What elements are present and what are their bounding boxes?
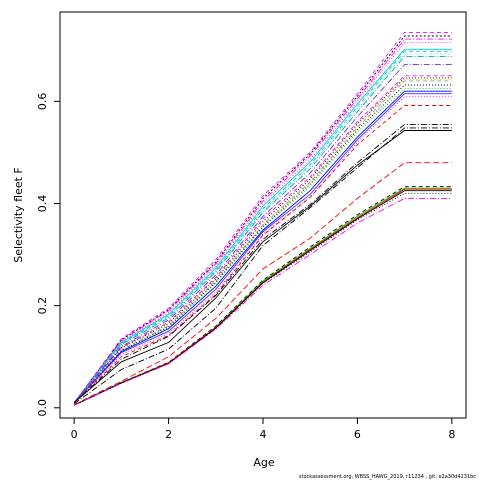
series-line-14 [73,84,452,404]
x-tick-label: 4 [260,428,267,441]
y-axis-label: Selectivity fleet F [12,167,25,262]
x-axis-label: Age [253,456,275,469]
series-line-3 [73,38,452,403]
series-line-18 [73,95,452,404]
x-axis: 0 2 4 6 8 [71,418,455,441]
series-line-8 [73,55,452,403]
footer-text: stockassessment.org, WBSS_HAWG_2019, r11… [299,474,476,480]
series-line-2 [73,35,452,403]
series-line-23 [73,162,452,406]
series-layer [73,31,452,406]
x-tick-label: 0 [71,428,78,441]
series-line-10 [73,75,452,403]
series-line-16 [73,90,452,404]
x-tick-label: 8 [448,428,455,441]
series-line-17 [73,93,452,404]
series-line-24 [74,186,452,406]
series-line-19 [73,105,452,404]
series-line-6 [73,50,452,403]
series-line-7 [73,53,452,403]
x-tick-label: 2 [165,428,172,441]
series-line-21 [73,130,452,404]
y-tick-label: 0.0 [36,399,49,417]
series-line-22 [73,127,452,405]
series-line-1 [73,31,452,403]
series-line-5 [73,48,452,403]
series-line-9 [73,64,452,403]
series-line-20 [73,123,452,404]
y-tick-label: 0.6 [36,93,49,111]
x-tick-label: 6 [354,428,361,441]
series-line-13 [73,80,452,404]
series-line-11 [73,77,452,403]
y-axis: 0.0 0.2 0.4 0.6 [36,93,60,417]
y-tick-label: 0.4 [36,195,49,213]
y-tick-label: 0.2 [36,297,49,315]
series-line-29 [74,197,452,406]
